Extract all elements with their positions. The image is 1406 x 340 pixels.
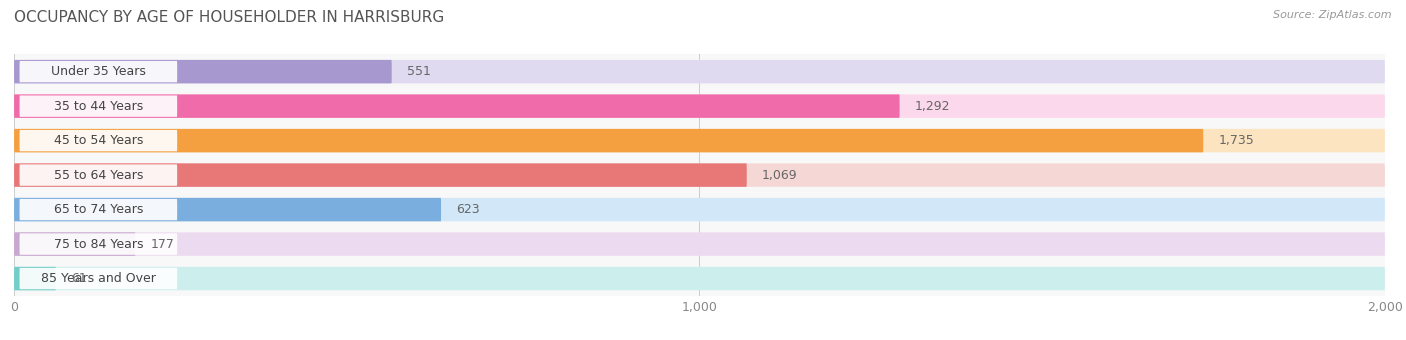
Text: 1,735: 1,735 <box>1219 134 1254 147</box>
FancyBboxPatch shape <box>14 60 1385 83</box>
Text: 551: 551 <box>406 65 430 78</box>
FancyBboxPatch shape <box>14 227 1385 261</box>
Text: 85 Years and Over: 85 Years and Over <box>41 272 156 285</box>
Text: 61: 61 <box>70 272 87 285</box>
Text: 1,069: 1,069 <box>762 169 797 182</box>
FancyBboxPatch shape <box>20 233 177 255</box>
Text: 35 to 44 Years: 35 to 44 Years <box>53 100 143 113</box>
FancyBboxPatch shape <box>20 61 177 82</box>
FancyBboxPatch shape <box>14 261 1385 296</box>
FancyBboxPatch shape <box>14 232 1385 256</box>
FancyBboxPatch shape <box>14 164 747 187</box>
FancyBboxPatch shape <box>14 198 441 221</box>
Text: OCCUPANCY BY AGE OF HOUSEHOLDER IN HARRISBURG: OCCUPANCY BY AGE OF HOUSEHOLDER IN HARRI… <box>14 10 444 25</box>
Text: 177: 177 <box>150 238 174 251</box>
FancyBboxPatch shape <box>20 130 177 151</box>
Text: 75 to 84 Years: 75 to 84 Years <box>53 238 143 251</box>
FancyBboxPatch shape <box>14 123 1385 158</box>
FancyBboxPatch shape <box>20 165 177 186</box>
Text: 45 to 54 Years: 45 to 54 Years <box>53 134 143 147</box>
FancyBboxPatch shape <box>14 54 1385 89</box>
FancyBboxPatch shape <box>14 95 900 118</box>
Text: 1,292: 1,292 <box>915 100 950 113</box>
FancyBboxPatch shape <box>14 129 1204 152</box>
Text: Under 35 Years: Under 35 Years <box>51 65 146 78</box>
FancyBboxPatch shape <box>20 199 177 220</box>
FancyBboxPatch shape <box>14 164 1385 187</box>
FancyBboxPatch shape <box>14 267 56 290</box>
Text: 623: 623 <box>456 203 479 216</box>
Text: Source: ZipAtlas.com: Source: ZipAtlas.com <box>1274 10 1392 20</box>
Text: 65 to 74 Years: 65 to 74 Years <box>53 203 143 216</box>
FancyBboxPatch shape <box>14 267 1385 290</box>
FancyBboxPatch shape <box>20 96 177 117</box>
FancyBboxPatch shape <box>14 232 135 256</box>
FancyBboxPatch shape <box>20 268 177 289</box>
Text: 55 to 64 Years: 55 to 64 Years <box>53 169 143 182</box>
FancyBboxPatch shape <box>14 158 1385 192</box>
FancyBboxPatch shape <box>14 89 1385 123</box>
FancyBboxPatch shape <box>14 198 1385 221</box>
FancyBboxPatch shape <box>14 129 1385 152</box>
FancyBboxPatch shape <box>14 95 1385 118</box>
FancyBboxPatch shape <box>14 60 392 83</box>
FancyBboxPatch shape <box>14 192 1385 227</box>
